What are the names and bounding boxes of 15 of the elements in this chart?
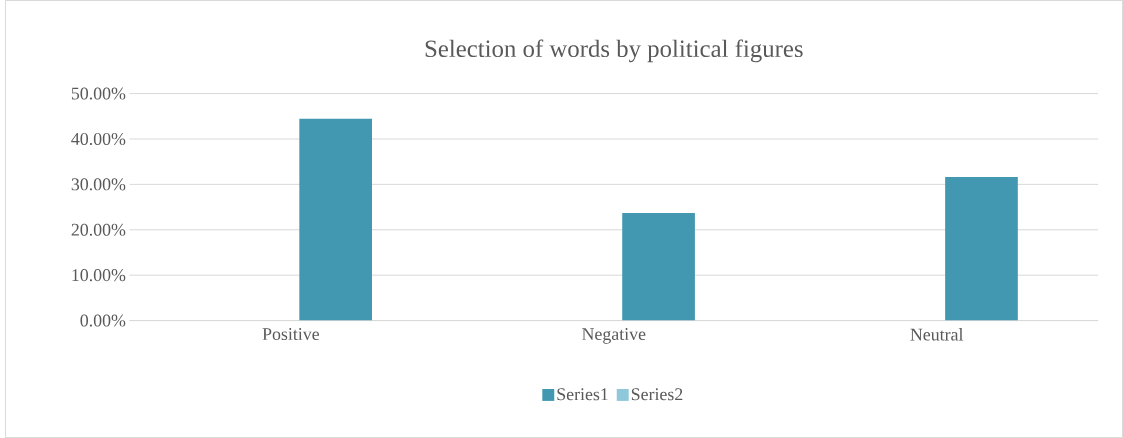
x-tick-label: Positive xyxy=(262,328,320,341)
y-tick-label: 10.00% xyxy=(72,269,126,282)
x-tick-label: Negative xyxy=(582,328,646,344)
legend-label: Series1 xyxy=(557,388,608,401)
bar xyxy=(299,118,373,321)
y-tick-label: 40.00% xyxy=(71,132,126,146)
bar xyxy=(945,177,1018,321)
y-tick-label: 30.00% xyxy=(71,178,126,191)
bar xyxy=(622,212,695,321)
legend-label: Series2 xyxy=(631,388,683,401)
chart-title: Selection of words by political figures xyxy=(425,39,803,63)
y-tick-label: 50.00% xyxy=(71,87,126,100)
x-tick-label: Neutral xyxy=(910,328,964,341)
y-tick-label: 20.00% xyxy=(71,223,126,236)
y-tick-label: 0.00% xyxy=(80,314,126,327)
